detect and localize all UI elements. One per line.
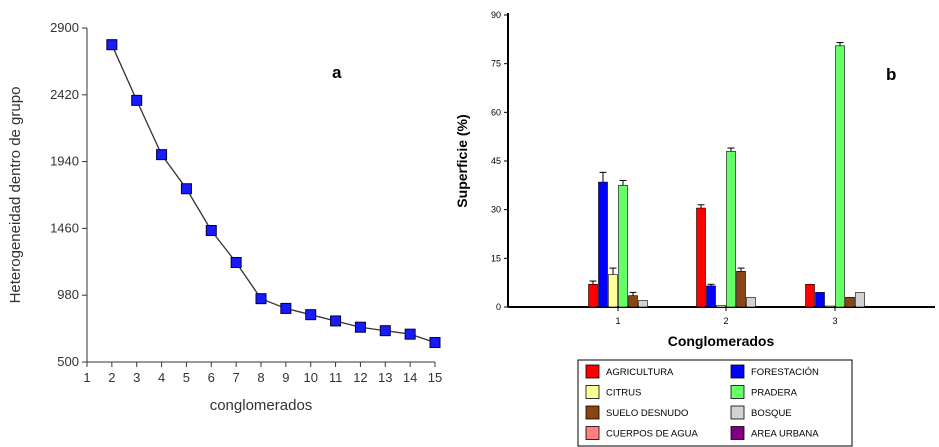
y-tick-label-b: 45 xyxy=(491,156,501,166)
data-point-a xyxy=(106,39,118,51)
data-point-a xyxy=(305,309,317,321)
legend-swatch xyxy=(730,364,745,379)
series-line-a xyxy=(111,44,436,344)
x-tick-label-a: 5 xyxy=(183,370,190,385)
x-tick-label-a: 15 xyxy=(428,370,442,385)
legend-label: CUERPOS DE AGUA xyxy=(606,429,699,440)
y-tick-label-b: 15 xyxy=(491,253,501,263)
bar xyxy=(835,45,845,308)
x-tick-label-b: 3 xyxy=(832,316,837,326)
y-tick-label-b: 75 xyxy=(491,59,501,69)
x-tick-label-a: 10 xyxy=(303,370,317,385)
x-axis-label-b: Conglomerados xyxy=(668,333,775,349)
x-tick-label-a: 2 xyxy=(108,370,115,385)
y-tick-label-a: 1460 xyxy=(50,220,79,235)
x-tick-label-a: 13 xyxy=(378,370,392,385)
legend-label: FORESTACIÓN xyxy=(751,367,819,378)
y-tick-label-b: 0 xyxy=(496,302,501,312)
legend-label: AGRICULTURA xyxy=(606,367,674,378)
x-tick-label-a: 8 xyxy=(257,370,264,385)
x-tick-label-b: 1 xyxy=(615,316,620,326)
legend-box xyxy=(577,359,853,447)
y-axis-label-b: Superficie (%) xyxy=(454,114,470,207)
x-tick-label-a: 1 xyxy=(83,370,90,385)
data-point-a xyxy=(156,149,168,161)
data-point-a xyxy=(330,315,342,327)
bar xyxy=(598,181,608,308)
legend-swatch xyxy=(730,426,745,440)
bar xyxy=(726,150,736,308)
x-tick-label-a: 12 xyxy=(353,370,367,385)
bar xyxy=(845,296,855,308)
data-point-a xyxy=(255,293,267,305)
y-tick-label-a: 1940 xyxy=(50,154,79,169)
x-tick-label-a: 6 xyxy=(208,370,215,385)
y-tick-label-b: 30 xyxy=(491,205,501,215)
bar xyxy=(696,207,706,308)
legend-label: BOSQUE xyxy=(751,408,792,419)
bar xyxy=(608,274,618,308)
bar xyxy=(855,292,865,308)
bar xyxy=(746,296,756,308)
data-point-a xyxy=(205,224,217,236)
x-tick-label-a: 4 xyxy=(158,370,165,385)
data-point-a xyxy=(379,325,391,337)
data-point-a xyxy=(131,94,143,106)
bar xyxy=(618,185,628,308)
legend-swatch xyxy=(585,426,600,440)
legend-swatch xyxy=(730,405,745,420)
legend-swatch xyxy=(585,364,600,379)
y-tick-label-b: 60 xyxy=(491,107,501,117)
bar xyxy=(628,295,638,308)
x-tick-label-a: 11 xyxy=(329,370,343,385)
bar xyxy=(825,305,835,308)
panel-label-b: b xyxy=(886,65,896,84)
x-tick-label-a: 9 xyxy=(282,370,289,385)
legend-label: SUELO DESNUDO xyxy=(606,408,688,419)
bar xyxy=(716,305,726,308)
data-point-a xyxy=(429,337,441,349)
panel-label-a: a xyxy=(332,63,342,82)
bar xyxy=(815,292,825,308)
data-point-a xyxy=(230,256,242,268)
legend-label: CITRUS xyxy=(606,388,641,399)
bar xyxy=(588,283,598,308)
bar xyxy=(805,283,815,308)
y-tick-label-a: 2420 xyxy=(50,87,79,102)
data-point-a xyxy=(354,321,366,333)
y-axis-label-a: Heterogeneidad dentro de grupo xyxy=(7,87,24,304)
data-point-a xyxy=(180,183,192,195)
x-tick-label-a: 7 xyxy=(233,370,240,385)
data-point-a xyxy=(404,328,416,340)
x-axis-label-a: conglomerados xyxy=(210,397,313,414)
legend-swatch xyxy=(730,385,745,399)
x-tick-label-a: 3 xyxy=(133,370,140,385)
x-tick-label-a: 14 xyxy=(403,370,417,385)
x-tick-label-b: 2 xyxy=(723,316,728,326)
chart-b: 0 15 30 45 60 75 90 1 2 3 Conglomerados Superficie … xyxy=(454,10,935,349)
bar xyxy=(736,271,746,308)
legend-label: AREA URBANA xyxy=(751,429,819,440)
y-tick-label-b: 90 xyxy=(491,10,501,20)
bar xyxy=(706,285,716,308)
legend-swatch xyxy=(585,405,600,420)
data-point-a xyxy=(280,302,292,314)
y-tick-label-a: 980 xyxy=(57,287,79,302)
y-tick-label-a: 500 xyxy=(57,354,79,369)
y-tick-label-a: 2900 xyxy=(50,20,79,35)
legend: AGRICULTURA FORESTACIÓN CITRUS PRADERA SUELO… xyxy=(577,359,853,447)
bar xyxy=(638,300,648,308)
legend-swatch xyxy=(585,385,600,399)
legend-label: PRADERA xyxy=(751,388,798,399)
